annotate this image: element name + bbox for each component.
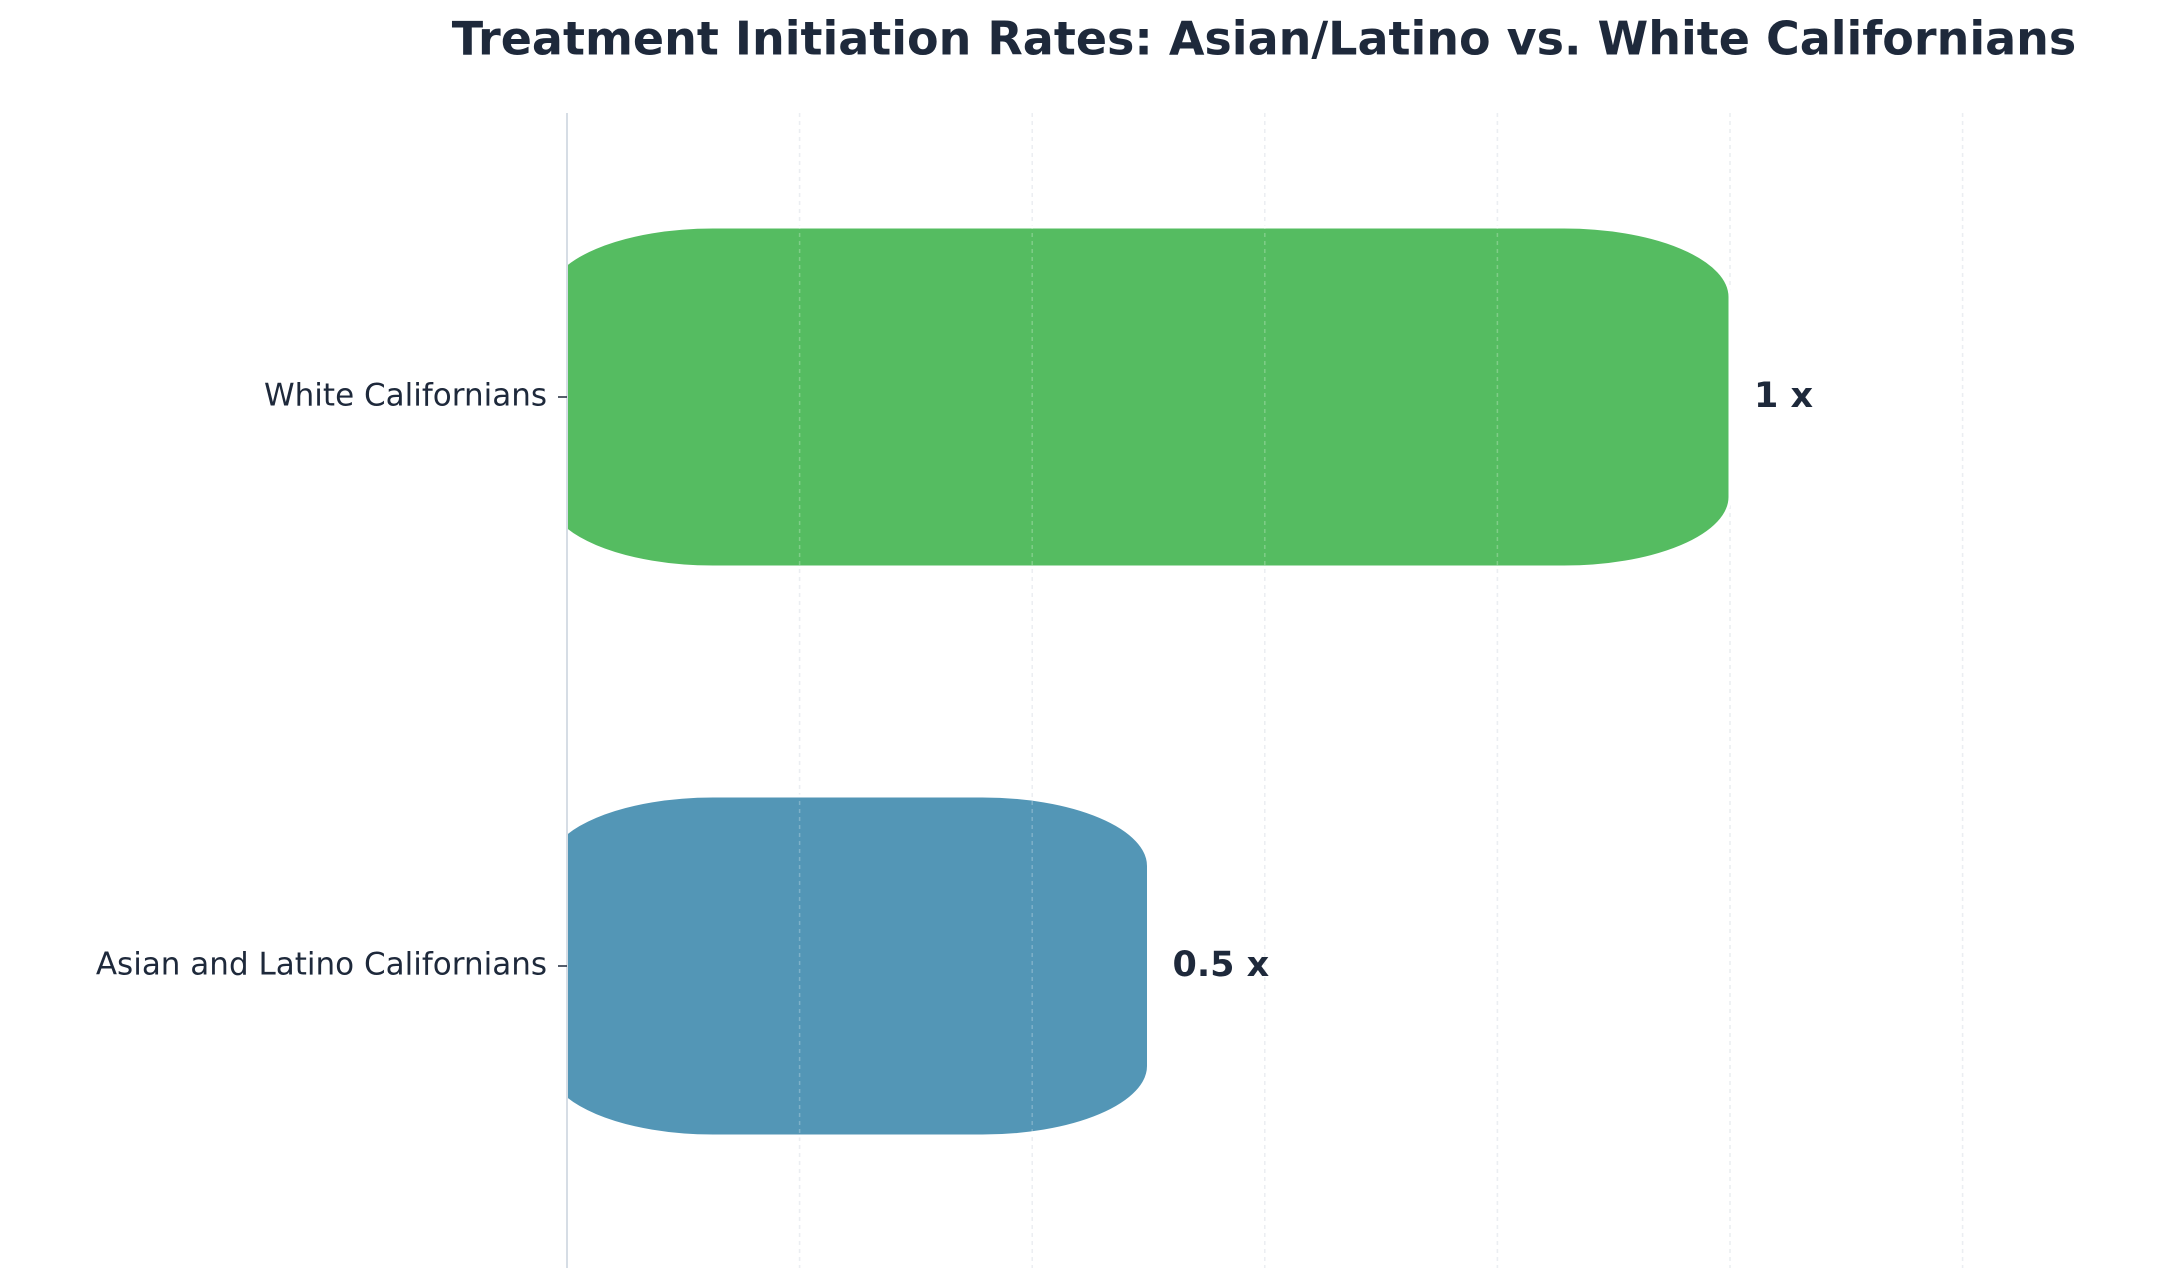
value-label: 0.5 x (1173, 945, 1270, 985)
bars (567, 225, 1732, 1138)
chart-title: Treatment Initiation Rates: Asian/Latino… (452, 12, 2077, 66)
value-label: 1 x (1754, 376, 1814, 416)
grid-overlay (798, 113, 1964, 1268)
labels: White Californians 1 x Asian and Latino Ca… (96, 376, 1814, 985)
y-tick-label: Asian and Latino Californians (96, 947, 547, 983)
y-tick-label: White Californians (264, 378, 547, 414)
bar (567, 794, 1150, 1138)
bar (567, 225, 1732, 569)
